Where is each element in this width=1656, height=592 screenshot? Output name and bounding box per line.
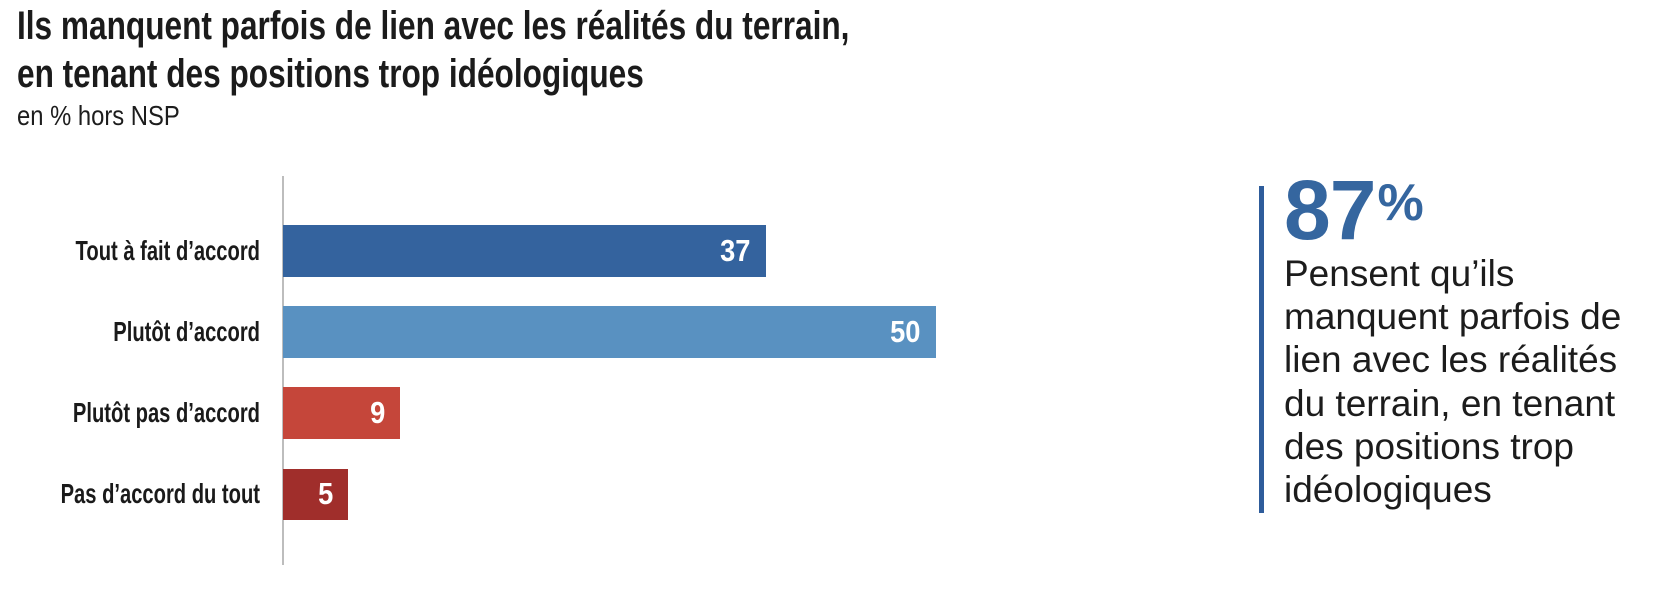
bar-value-label: 5 xyxy=(318,476,334,512)
category-label: Tout à fait d’accord xyxy=(75,234,260,266)
bar-value-label: 37 xyxy=(720,232,751,268)
callout-description: Pensent qu’ils manquent parfois de lien … xyxy=(1284,253,1622,511)
callout-percentage: 87 xyxy=(1284,163,1376,257)
y-axis-line xyxy=(282,176,284,565)
bar-row: Pas d’accord du tout 5 xyxy=(0,468,1200,521)
bar-row: Plutôt pas d’accord 9 xyxy=(0,387,1200,439)
percent-sign: % xyxy=(1377,174,1424,232)
bar-plut-t-pas-d-accord: 9 xyxy=(283,387,401,439)
bar-plut-t-d-accord: 50 xyxy=(283,306,936,358)
bar-value-label: 9 xyxy=(370,395,386,431)
callout-accent-line xyxy=(1259,186,1264,513)
category-label: Plutôt pas d’accord xyxy=(72,397,260,429)
bar-row: Tout à fait d’accord 37 xyxy=(0,225,1200,277)
bar-tout-fait-d-accord: 37 xyxy=(283,225,766,277)
bar-value-label: 50 xyxy=(890,313,921,349)
chart-title: Ils manquent parfois de lien avec les ré… xyxy=(17,4,850,96)
bar-pas-d-accord-du-tout: 5 xyxy=(283,468,349,521)
plot-area: Tout à fait d’accord 37 Plutôt d’accord 50 P… xyxy=(0,176,1200,565)
chart-subtitle: en % hors NSP xyxy=(17,100,180,131)
bar-row: Plutôt d’accord 50 xyxy=(0,306,1200,358)
category-label: Plutôt d’accord xyxy=(113,315,260,347)
callout-value: 87 % xyxy=(1284,168,1424,252)
category-label: Pas d’accord du tout xyxy=(60,478,261,510)
